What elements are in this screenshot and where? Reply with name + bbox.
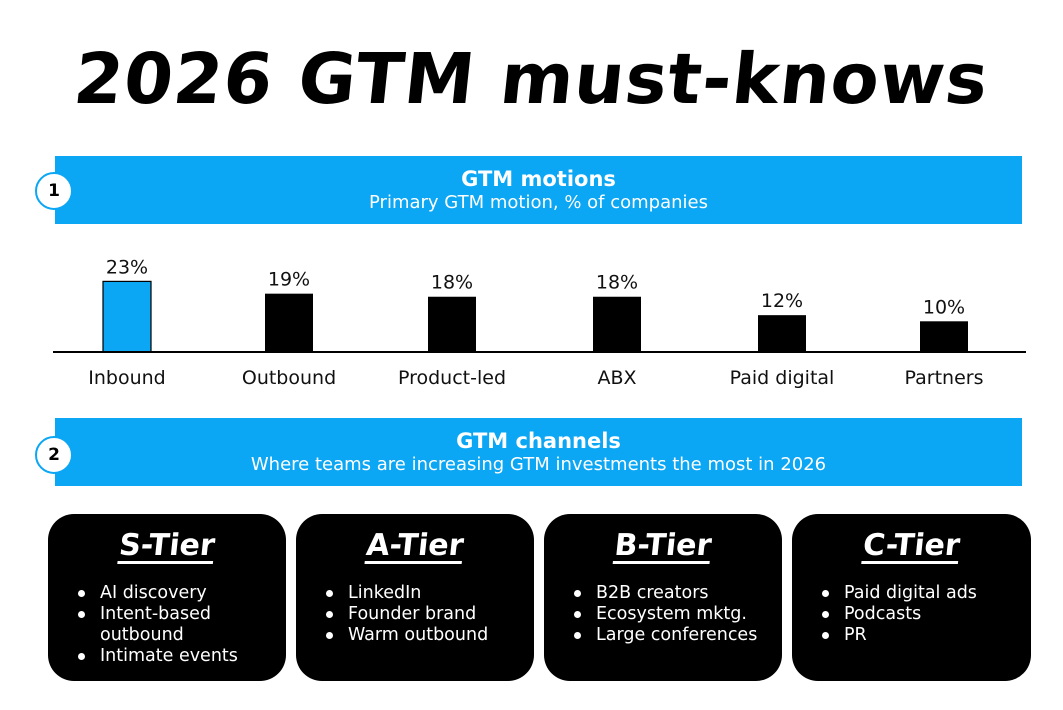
bullet-icon [574, 632, 581, 639]
tier-list-item: AI discovery [78, 583, 286, 604]
bullet-icon [822, 590, 829, 597]
section-subtitle: Where teams are increasing GTM investmen… [250, 454, 827, 475]
data-label: 19% [268, 269, 310, 291]
tier-list-item: Intent-based outbound [78, 604, 286, 646]
bullet-icon [822, 632, 829, 639]
page-title: 2026 GTM must-knows [70, 38, 993, 120]
bullet-icon [326, 632, 333, 639]
tier-card-c: C-Tier Paid digital ads Podcasts PR [792, 514, 1031, 681]
section-banner-motions: GTM motions Primary GTM motion, % of com… [55, 156, 1022, 224]
tier-list-item: Founder brand [326, 604, 534, 625]
section-title: GTM motions [461, 167, 616, 191]
category-label: ABX [597, 367, 636, 389]
tier-list-item: Large conferences [574, 625, 782, 646]
tier-card-b: B-Tier B2B creators Ecosystem mktg. Larg… [544, 514, 782, 681]
category-label: Partners [905, 367, 984, 389]
bar-abx [593, 296, 641, 352]
tier-list-item: Ecosystem mktg. [574, 604, 782, 625]
bar-product-led [428, 296, 476, 352]
tier-heading: B-Tier [612, 528, 714, 563]
tier-list-item: Warm outbound [326, 625, 534, 646]
section-number-badge: 1 [35, 172, 73, 210]
bullet-icon [326, 590, 333, 597]
bar-inbound [102, 280, 152, 353]
tier-card-a: A-Tier LinkedIn Founder brand Warm outbo… [296, 514, 534, 681]
bullet-icon [574, 611, 581, 618]
tier-list-item: B2B creators [574, 583, 782, 604]
data-label: 18% [596, 272, 638, 294]
bullet-icon [326, 611, 333, 618]
tier-list-item: Paid digital ads [822, 583, 1031, 604]
category-label: Paid digital [730, 367, 835, 389]
data-label: 18% [431, 272, 473, 294]
bar-outbound [265, 293, 313, 352]
tier-heading: A-Tier [364, 528, 466, 563]
bullet-icon [822, 611, 829, 618]
tier-list-item: LinkedIn [326, 583, 534, 604]
section-title: GTM channels [456, 429, 621, 453]
data-label: 10% [923, 296, 965, 318]
category-label: Product-led [398, 367, 506, 389]
category-label: Outbound [242, 367, 336, 389]
bullet-icon [78, 590, 85, 597]
section-banner-channels: GTM channels Where teams are increasing … [55, 418, 1022, 486]
bar-paid-digital [758, 315, 806, 352]
tier-list-item: Podcasts [822, 604, 1031, 625]
tier-list-item: PR [822, 625, 1031, 646]
tier-heading: C-Tier [861, 528, 962, 563]
bullet-icon [78, 611, 85, 618]
category-label: Inbound [88, 367, 165, 389]
tier-list: LinkedIn Founder brand Warm outbound [296, 583, 534, 646]
tier-list: Paid digital ads Podcasts PR [792, 583, 1031, 646]
data-label: 23% [106, 256, 148, 278]
section-number-badge: 2 [35, 436, 73, 474]
bullet-icon [574, 590, 581, 597]
tier-list-item: Intimate events [78, 646, 286, 667]
bar-partners [920, 321, 968, 352]
tier-card-s: S-Tier AI discovery Intent-based outboun… [48, 514, 286, 681]
data-label: 12% [761, 290, 803, 312]
bullet-icon [78, 653, 85, 660]
tier-heading: S-Tier [117, 528, 217, 563]
motions-bar-chart: 23% Inbound 19% Outbound 18% Product-led 18% AB… [53, 256, 1026, 389]
tier-list: AI discovery Intent-based outbound Intim… [48, 583, 286, 667]
tier-list: B2B creators Ecosystem mktg. Large confe… [544, 583, 782, 646]
section-subtitle: Primary GTM motion, % of companies [369, 192, 708, 213]
